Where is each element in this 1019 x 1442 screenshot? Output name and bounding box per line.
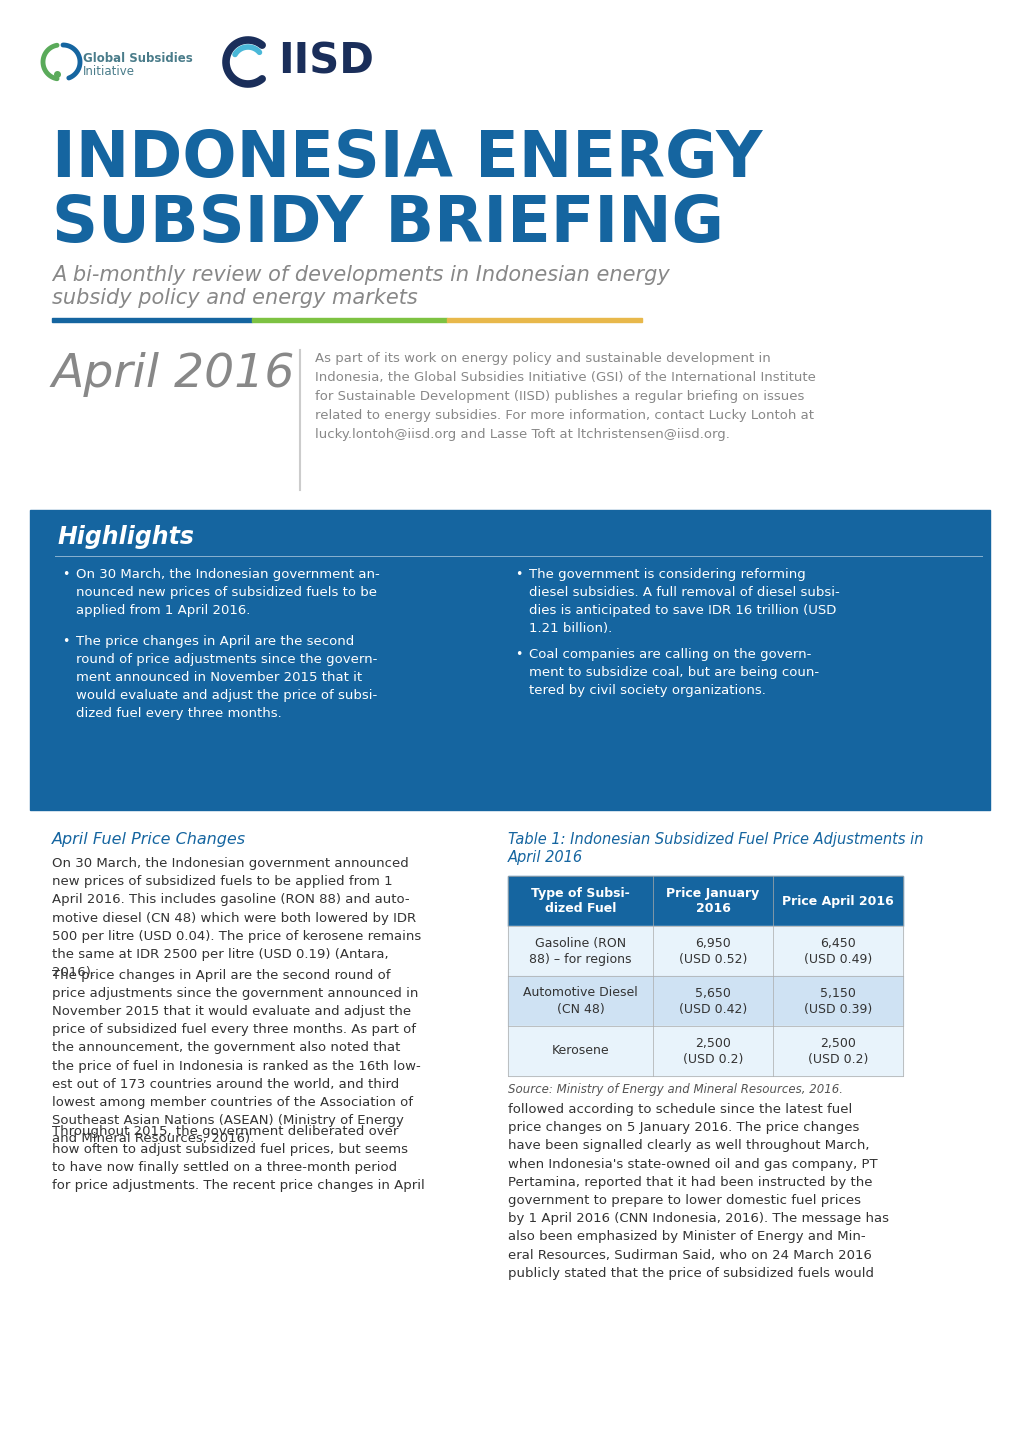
Text: Table 1: Indonesian Subsidized Fuel Price Adjustments in: Table 1: Indonesian Subsidized Fuel Pric… [507, 832, 922, 846]
Text: Kerosene: Kerosene [551, 1044, 608, 1057]
Text: 6,950
(USD 0.52): 6,950 (USD 0.52) [679, 936, 747, 966]
Text: •: • [62, 634, 69, 647]
Bar [30, 510, 989, 810]
Text: April 2016: April 2016 [507, 849, 583, 865]
Text: The price changes in April are the second
round of price adjustments since the g: The price changes in April are the secon… [76, 634, 377, 720]
Bar [507, 976, 902, 1027]
Text: April Fuel Price Changes: April Fuel Price Changes [52, 832, 246, 846]
Text: Initiative: Initiative [83, 65, 135, 78]
Text: 5,650
(USD 0.42): 5,650 (USD 0.42) [679, 986, 746, 1015]
Text: 2,500
(USD 0.2): 2,500 (USD 0.2) [682, 1037, 743, 1066]
Text: Type of Subsi-
dized Fuel: Type of Subsi- dized Fuel [531, 887, 630, 916]
Text: •: • [62, 568, 69, 581]
Text: Gasoline (RON
88) – for regions: Gasoline (RON 88) – for regions [529, 936, 631, 966]
Text: followed according to schedule since the latest fuel
price changes on 5 January : followed according to schedule since the… [507, 1103, 889, 1280]
Text: IISD: IISD [278, 40, 374, 84]
Text: April 2016: April 2016 [52, 352, 296, 397]
Text: 6,450
(USD 0.49): 6,450 (USD 0.49) [803, 936, 871, 966]
Text: The price changes in April are the second round of
price adjustments since the g: The price changes in April are the secon… [52, 969, 421, 1145]
Bar [252, 319, 446, 322]
Text: subsidy policy and energy markets: subsidy policy and energy markets [52, 288, 418, 309]
Text: On 30 March, the Indonesian government announced
new prices of subsidized fuels : On 30 March, the Indonesian government a… [52, 857, 421, 979]
Text: 2,500
(USD 0.2): 2,500 (USD 0.2) [807, 1037, 867, 1066]
Text: •: • [515, 647, 522, 660]
Text: On 30 March, the Indonesian government an-
nounced new prices of subsidized fuel: On 30 March, the Indonesian government a… [76, 568, 379, 617]
Text: As part of its work on energy policy and sustainable development in
Indonesia, t: As part of its work on energy policy and… [315, 352, 815, 441]
Bar [52, 319, 252, 322]
Text: A bi-monthly review of developments in Indonesian energy: A bi-monthly review of developments in I… [52, 265, 669, 286]
Text: Throughout 2015, the government deliberated over
how often to adjust subsidized : Throughout 2015, the government delibera… [52, 1125, 424, 1193]
Text: Automotive Diesel
(CN 48): Automotive Diesel (CN 48) [523, 986, 637, 1015]
Text: Price January
2016: Price January 2016 [665, 887, 759, 916]
Bar [507, 875, 902, 926]
Text: •: • [515, 568, 522, 581]
Text: SUBSIDY BRIEFING: SUBSIDY BRIEFING [52, 193, 723, 255]
Text: Global Subsidies: Global Subsidies [83, 52, 193, 65]
Text: The government is considering reforming
diesel subsidies. A full removal of dies: The government is considering reforming … [529, 568, 839, 634]
Text: Coal companies are calling on the govern-
ment to subsidize coal, but are being : Coal companies are calling on the govern… [529, 647, 818, 696]
Text: Highlights: Highlights [58, 525, 195, 549]
Text: Price April 2016: Price April 2016 [782, 894, 893, 907]
Text: 5,150
(USD 0.39): 5,150 (USD 0.39) [803, 986, 871, 1015]
Bar [507, 1027, 902, 1076]
Bar [507, 926, 902, 976]
Text: INDONESIA ENERGY: INDONESIA ENERGY [52, 128, 761, 190]
Bar [446, 319, 641, 322]
Text: Source: Ministry of Energy and Mineral Resources, 2016.: Source: Ministry of Energy and Mineral R… [507, 1083, 842, 1096]
